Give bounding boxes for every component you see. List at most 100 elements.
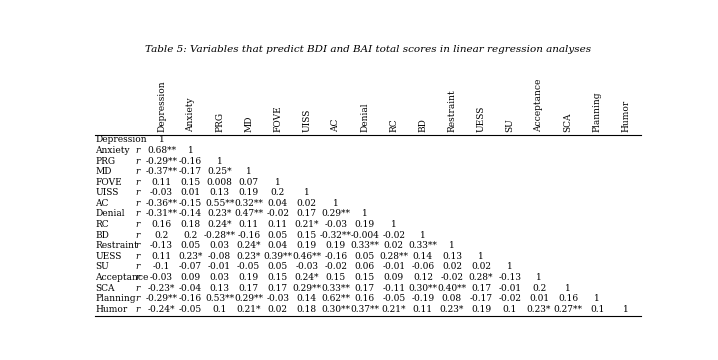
- Text: 0.33**: 0.33**: [322, 284, 350, 293]
- Text: 0.32**: 0.32**: [234, 199, 263, 208]
- Text: SCA: SCA: [564, 112, 572, 132]
- Text: 0.15: 0.15: [326, 273, 346, 282]
- Text: r: r: [135, 241, 139, 250]
- Text: 0.05: 0.05: [268, 262, 288, 271]
- Text: r: r: [135, 294, 139, 303]
- Text: 0.17: 0.17: [268, 284, 288, 293]
- Text: r: r: [135, 146, 139, 155]
- Text: SU: SU: [95, 262, 109, 271]
- Text: 0.15: 0.15: [355, 273, 375, 282]
- Text: -0.14: -0.14: [179, 210, 202, 219]
- Text: 0.18: 0.18: [297, 305, 317, 314]
- Text: 0.24*: 0.24*: [236, 241, 261, 250]
- Text: r: r: [135, 210, 139, 219]
- Text: -0.01: -0.01: [382, 262, 406, 271]
- Text: 0.23*: 0.23*: [236, 252, 261, 261]
- Text: Humor: Humor: [95, 305, 128, 314]
- Text: -0.03: -0.03: [150, 188, 173, 197]
- Text: -0.16: -0.16: [179, 294, 202, 303]
- Text: Planning: Planning: [95, 294, 136, 303]
- Text: -0.13: -0.13: [498, 273, 521, 282]
- Text: -0.07: -0.07: [179, 262, 202, 271]
- Text: 0.21*: 0.21*: [236, 305, 261, 314]
- Text: 0.04: 0.04: [268, 199, 288, 208]
- Text: Denial: Denial: [360, 102, 369, 132]
- Text: 0.55**: 0.55**: [205, 199, 234, 208]
- Text: 0.01: 0.01: [180, 188, 200, 197]
- Text: -0.28**: -0.28**: [204, 231, 236, 240]
- Text: 0.02: 0.02: [297, 199, 317, 208]
- Text: Acceptance: Acceptance: [95, 273, 149, 282]
- Text: 0.17: 0.17: [355, 284, 375, 293]
- Text: UESS: UESS: [477, 105, 485, 132]
- Text: 0.13: 0.13: [210, 284, 230, 293]
- Text: SU: SU: [505, 118, 515, 132]
- Text: 0.14: 0.14: [413, 252, 433, 261]
- Text: PRG: PRG: [95, 157, 116, 166]
- Text: -0.13: -0.13: [150, 241, 173, 250]
- Text: 0.02: 0.02: [268, 305, 288, 314]
- Text: r: r: [135, 231, 139, 240]
- Text: 1: 1: [449, 241, 454, 250]
- Text: 1: 1: [565, 284, 571, 293]
- Text: 0.33**: 0.33**: [409, 241, 437, 250]
- Text: 0.05: 0.05: [355, 252, 375, 261]
- Text: 0.53**: 0.53**: [205, 294, 234, 303]
- Text: 0.17: 0.17: [297, 210, 317, 219]
- Text: 0.05: 0.05: [180, 241, 201, 250]
- Text: -0.31**: -0.31**: [146, 210, 177, 219]
- Text: 0.21*: 0.21*: [294, 220, 319, 229]
- Text: 0.29**: 0.29**: [292, 284, 321, 293]
- Text: 0.2: 0.2: [271, 188, 285, 197]
- Text: 0.23*: 0.23*: [208, 210, 232, 219]
- Text: Anxiety: Anxiety: [186, 97, 195, 132]
- Text: BD: BD: [419, 118, 427, 132]
- Text: -0.04: -0.04: [179, 284, 202, 293]
- Text: FOVE: FOVE: [95, 178, 122, 187]
- Text: 1: 1: [304, 188, 309, 197]
- Text: 0.16: 0.16: [558, 294, 578, 303]
- Text: 0.15: 0.15: [268, 273, 288, 282]
- Text: -0.37**: -0.37**: [146, 167, 177, 176]
- Text: 0.19: 0.19: [238, 273, 258, 282]
- Text: 0.19: 0.19: [471, 305, 491, 314]
- Text: -0.05: -0.05: [382, 294, 406, 303]
- Text: UISS: UISS: [95, 188, 118, 197]
- Text: 0.03: 0.03: [210, 241, 230, 250]
- Text: -0.004: -0.004: [350, 231, 379, 240]
- Text: 0.29**: 0.29**: [234, 294, 264, 303]
- Text: 1: 1: [623, 305, 629, 314]
- Text: -0.02: -0.02: [266, 210, 289, 219]
- Text: -0.02: -0.02: [383, 231, 406, 240]
- Text: 0.07: 0.07: [238, 178, 258, 187]
- Text: -0.15: -0.15: [179, 199, 202, 208]
- Text: 0.62**: 0.62**: [321, 294, 350, 303]
- Text: 1: 1: [187, 146, 193, 155]
- Text: -0.03: -0.03: [325, 220, 348, 229]
- Text: 0.23*: 0.23*: [527, 305, 551, 314]
- Text: 1: 1: [507, 262, 513, 271]
- Text: 0.05: 0.05: [268, 231, 288, 240]
- Text: Acceptance: Acceptance: [534, 78, 544, 132]
- Text: 0.24*: 0.24*: [208, 220, 232, 229]
- Text: r: r: [135, 273, 139, 282]
- Text: 0.09: 0.09: [384, 273, 404, 282]
- Text: 0.25*: 0.25*: [208, 167, 232, 176]
- Text: 1: 1: [246, 167, 251, 176]
- Text: MD: MD: [95, 167, 112, 176]
- Text: -0.02: -0.02: [325, 262, 348, 271]
- Text: 0.008: 0.008: [207, 178, 233, 187]
- Text: 0.09: 0.09: [180, 273, 200, 282]
- Text: -0.05: -0.05: [237, 262, 261, 271]
- Text: 1: 1: [595, 294, 600, 303]
- Text: 1: 1: [536, 273, 542, 282]
- Text: 0.19: 0.19: [297, 241, 317, 250]
- Text: r: r: [135, 284, 139, 293]
- Text: -0.01: -0.01: [498, 284, 521, 293]
- Text: 0.19: 0.19: [326, 241, 346, 250]
- Text: -0.23*: -0.23*: [148, 284, 175, 293]
- Text: 0.03: 0.03: [210, 273, 230, 282]
- Text: 0.02: 0.02: [471, 262, 491, 271]
- Text: 0.46**: 0.46**: [292, 252, 322, 261]
- Text: RC: RC: [95, 220, 109, 229]
